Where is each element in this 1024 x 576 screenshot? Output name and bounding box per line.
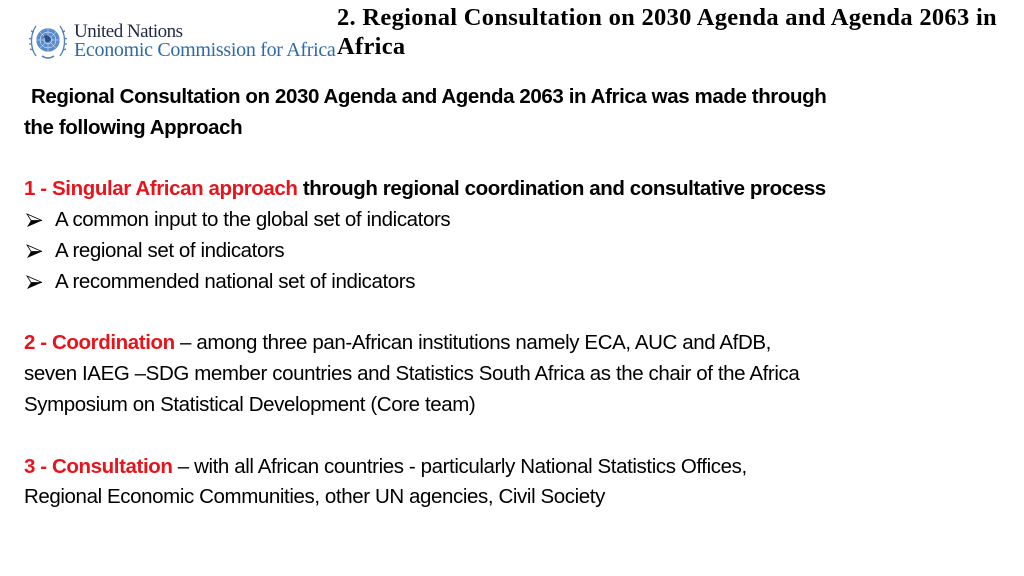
logo-line-un: United Nations	[74, 21, 183, 42]
point-label: 1 - Singular African approach	[24, 177, 298, 201]
point-singular-approach: 1 - Singular African approach through re…	[24, 174, 984, 205]
point-text-line-2: seven IAEG –SDG member countries and Sta…	[24, 362, 800, 386]
point-consultation: 3 - Consultation – with all African coun…	[24, 452, 984, 514]
un-emblem-icon	[28, 25, 68, 59]
point-separator: –	[174, 331, 197, 355]
slide-body: Regional Consultation on 2030 Agenda and…	[24, 82, 984, 513]
intro-line-1: Regional Consultation on 2030 Agenda and…	[31, 85, 827, 108]
point-text-line-3: Symposium on Statistical Development (Co…	[24, 392, 476, 416]
intro-line-2: the following Approach	[24, 115, 243, 139]
arrow-bullet-icon	[26, 213, 43, 228]
list-item: A common input to the global set of indi…	[24, 205, 984, 236]
bullet-text: A common input to the global set of indi…	[55, 208, 451, 232]
point-text: through regional coordination and consul…	[302, 177, 826, 201]
point-separator: –	[172, 454, 195, 478]
point-text-line-2: Regional Economic Communities, other UN …	[24, 485, 605, 509]
logo-line-eca: Economic Commission for Africa	[74, 39, 336, 61]
intro-paragraph: Regional Consultation on 2030 Agenda and…	[24, 82, 984, 144]
bullet-text: A regional set of indicators	[55, 238, 285, 262]
list-item: A regional set of indicators	[24, 236, 984, 267]
point-label: 2 - Coordination	[24, 331, 175, 355]
uneca-logo: United Nations Economic Commission for A…	[28, 20, 336, 62]
indicator-set-list: A common input to the global set of indi…	[24, 205, 984, 297]
bullet-text: A recommended national set of indicators	[55, 269, 416, 293]
slide-title: 2. Regional Consultation on 2030 Agenda …	[337, 4, 997, 60]
point-text-line-1: with all African countries - particularl…	[194, 454, 747, 478]
list-item: A recommended national set of indicators	[24, 267, 984, 298]
point-label: 3 - Consultation	[24, 454, 173, 478]
point-text-line-1: among three pan-African institutions nam…	[196, 331, 771, 355]
point-coordination: 2 - Coordination – among three pan-Afric…	[24, 328, 984, 420]
arrow-bullet-icon	[26, 274, 43, 289]
arrow-bullet-icon	[26, 244, 43, 258]
